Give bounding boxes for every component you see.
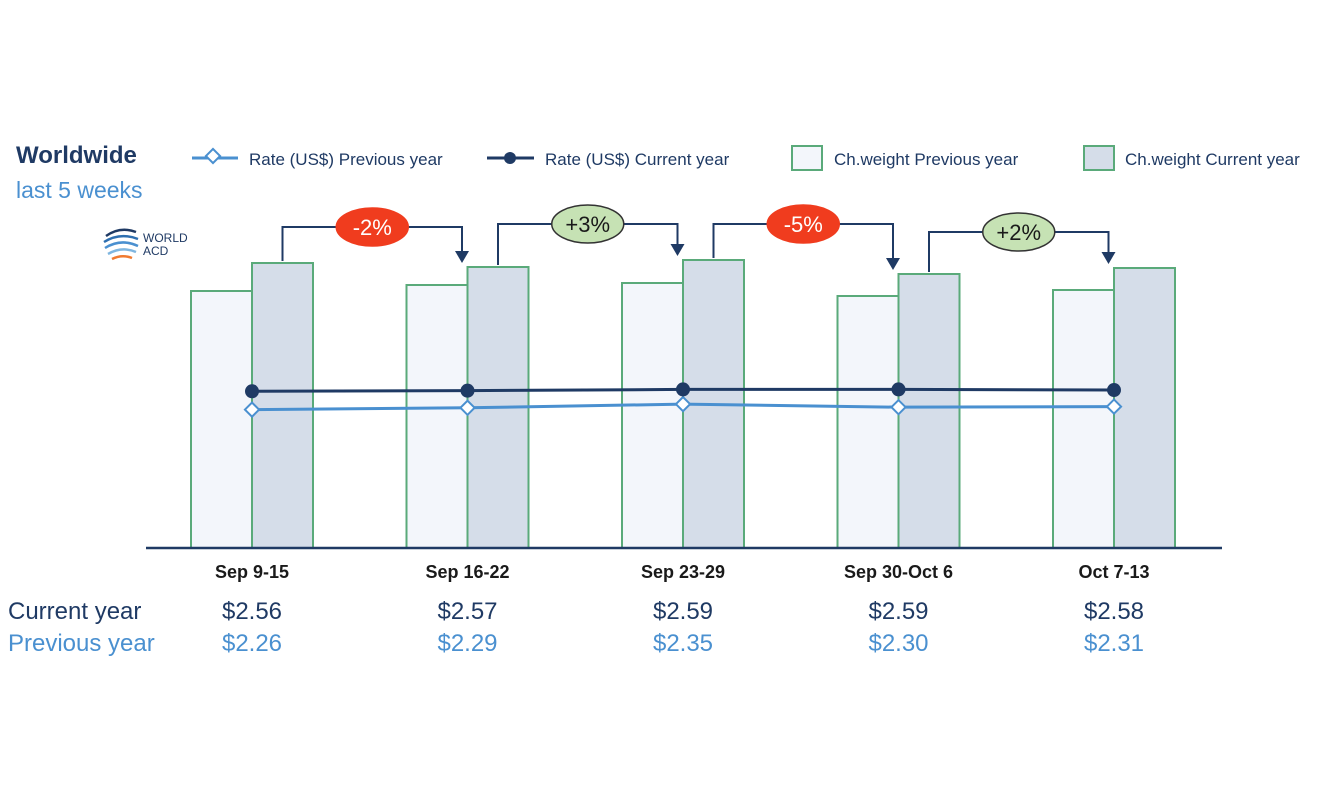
current-year-value: $2.59 [868,598,929,625]
change-badge-label: -2% [353,215,392,240]
bar-weight-current [251,262,314,549]
legend-item-weight-current: Ch.weight Current year [1083,145,1300,171]
bars-layer [190,259,1176,549]
legend-item-weight-previous: Ch.weight Previous year [791,145,1019,171]
change-badge-label: +2% [996,220,1041,245]
x-tick-label: Sep 30-Oct 6 [844,562,953,582]
change-badge [551,204,625,244]
arrow-down-icon [455,251,469,263]
bar-weight-previous [621,282,684,549]
bar-weight-current [897,273,961,549]
x-tick-label: Sep 23-29 [641,562,725,582]
rate-lines [243,382,1123,419]
category-labels: Sep 9-15 Sep 16-22 Sep 23-29 Sep 30-Oct 6 Oc… [215,562,1150,582]
point-rate-current [1107,383,1121,398]
legend-label: Rate (US$) Current year [545,150,730,169]
previous-year-value: $2.35 [652,630,714,657]
world-acd-logo: WORLD ACD [103,228,188,261]
change-badge [982,212,1056,252]
legend: Rate (US$) Previous year Rate (US$) Curr… [192,145,1300,171]
previous-year-value: $2.31 [1083,630,1145,657]
previous-year-value: $2.29 [437,630,498,657]
change-badge [766,204,840,244]
arrow-down-icon [670,244,685,256]
dot-icon [504,152,516,164]
point-rate-current [676,382,690,397]
chart-title: Worldwide [16,142,137,169]
bar-dark-swatch-icon [1083,145,1115,171]
current-year-label: Current year [8,598,142,625]
arrow-down-icon [886,258,900,270]
change-badge [335,207,409,247]
x-tick-label: Oct 7-13 [1078,562,1149,582]
point-rate-previous [243,401,261,419]
legend-label: Ch.weight Current year [1125,150,1300,169]
point-rate-current [245,384,259,399]
x-tick-label: Sep 16-22 [425,562,509,582]
legend-item-rate-current: Rate (US$) Current year [487,150,730,169]
change-connectors: -2% +3% -5% +2% [281,204,1116,272]
point-rate-previous [890,398,907,416]
previous-year-value: $2.30 [868,630,929,657]
current-year-value: $2.58 [1083,598,1145,625]
chart-subtitle: last 5 weeks [16,177,143,203]
bar-weight-current [1113,267,1176,549]
svg-text:ACD: ACD [143,244,169,258]
previous-year-value: $2.26 [221,630,283,657]
point-rate-previous [1105,398,1123,416]
bar-weight-previous [836,295,900,549]
point-rate-current [460,383,475,398]
x-tick-label: Sep 9-15 [215,562,289,582]
point-rate-current [891,382,906,397]
point-rate-previous [459,399,476,417]
change-badge-label: +3% [565,212,610,237]
current-year-value: $2.56 [221,598,283,625]
change-badge-label: -5% [784,212,823,237]
legend-item-rate-previous: Rate (US$) Previous year [192,147,443,169]
bar-light-swatch-icon [791,145,823,171]
arrow-down-icon [1101,252,1116,264]
diamond-icon [204,147,222,165]
legend-label: Rate (US$) Previous year [249,150,443,169]
legend-label: Ch.weight Previous year [834,150,1019,169]
current-year-value: $2.57 [437,598,498,625]
current-year-value: $2.59 [652,598,714,625]
point-rate-previous [674,395,692,413]
previous-year-label: Previous year [8,630,155,657]
bar-weight-previous [190,290,253,549]
bar-weight-previous [405,284,469,549]
bar-weight-previous [1052,289,1115,549]
svg-text:WORLD: WORLD [143,231,188,245]
